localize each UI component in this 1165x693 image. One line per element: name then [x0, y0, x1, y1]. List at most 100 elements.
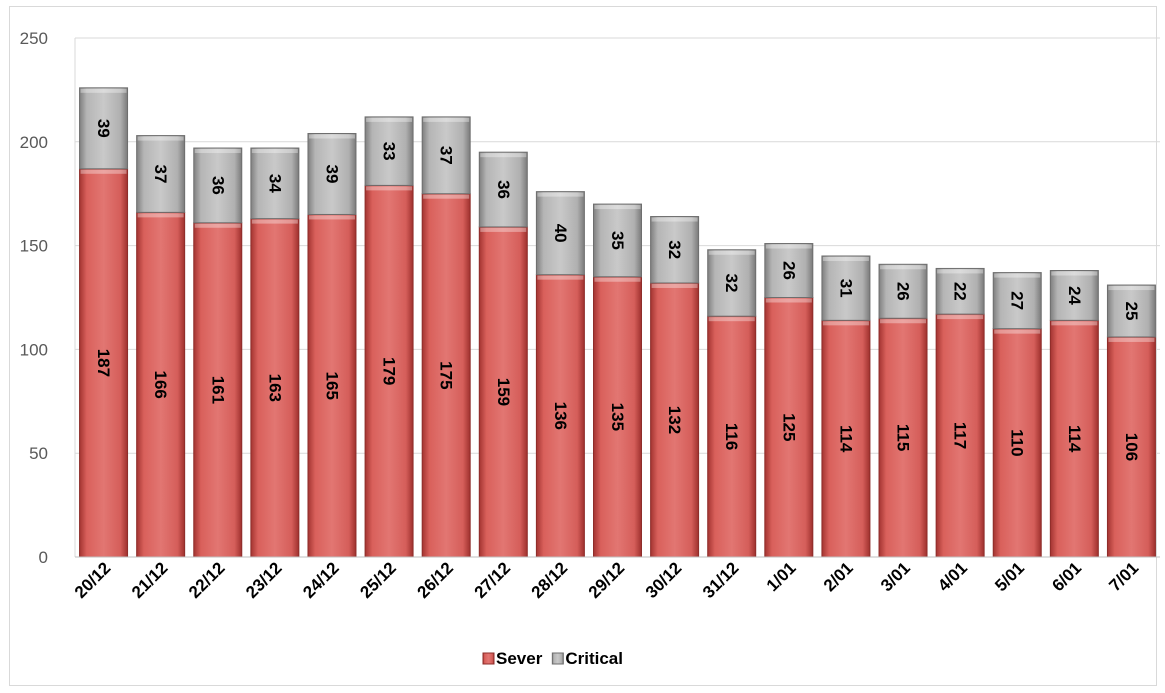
data-label: 136 [551, 402, 570, 430]
bar-bevel [366, 117, 413, 122]
bar-bevel [822, 321, 869, 326]
data-label: 37 [437, 146, 456, 165]
data-label: 26 [894, 282, 913, 301]
bar-critical [593, 203, 642, 278]
bar-critical [1106, 284, 1156, 338]
bar-sever [878, 317, 928, 558]
data-label: 25 [1122, 302, 1141, 321]
bar-bevel [480, 153, 527, 158]
bar-bevel [651, 217, 698, 222]
bar-critical [764, 243, 814, 299]
bar-bevel [308, 215, 355, 220]
data-label: 27 [1008, 291, 1027, 310]
bar-bevel [308, 134, 355, 139]
bar-bevel [423, 117, 470, 122]
data-labels: 187 39 166 37 161 36 163 34 165 39 179 33 175 37 159 36… [94, 119, 1141, 461]
data-label: 22 [951, 282, 970, 301]
bar-critical [935, 267, 985, 315]
x-tick-label: 27/12 [471, 558, 515, 602]
data-label: 166 [151, 371, 170, 399]
bar-bevel [708, 250, 755, 255]
data-label: 35 [608, 231, 627, 250]
bar-sever [650, 282, 700, 558]
bar-bevel [537, 192, 584, 197]
x-tick-label: 4/01 [934, 558, 971, 595]
bar-bevel [137, 213, 184, 218]
bar-critical [364, 116, 414, 186]
data-label: 125 [779, 413, 798, 441]
y-tick-label: 200 [20, 133, 48, 152]
bar-sever [707, 315, 757, 558]
bar-bevel [651, 283, 698, 288]
bar-bevel [880, 265, 927, 270]
data-label: 163 [265, 374, 284, 402]
data-label: 36 [208, 176, 227, 195]
bar-critical [307, 132, 357, 215]
bar-bevel [994, 273, 1041, 278]
data-label: 132 [665, 406, 684, 434]
y-tick-label: 250 [20, 29, 48, 48]
bar-sever [821, 319, 871, 558]
x-tick-label: 2/01 [820, 558, 857, 595]
bar-sever [535, 274, 585, 558]
bar-bevel [765, 244, 812, 249]
data-label: 114 [1065, 425, 1084, 453]
bar-bevel [480, 227, 527, 232]
y-tick-label: 0 [39, 548, 48, 567]
bar-bevel [80, 169, 127, 174]
x-tick-label: 7/01 [1105, 558, 1142, 595]
bar-sever [307, 213, 357, 558]
bar-bevel [994, 329, 1041, 334]
bar-bevel [1051, 271, 1098, 276]
data-label: 110 [1008, 429, 1027, 456]
bar-sever [1049, 319, 1099, 558]
bar-critical [193, 147, 243, 224]
bar-critical [535, 191, 585, 276]
data-label: 114 [836, 425, 855, 453]
y-tick-label: 50 [29, 444, 48, 463]
x-tick-label: 29/12 [585, 558, 629, 602]
bar-bevel [194, 149, 241, 154]
legend-label-sever: Sever [496, 649, 543, 668]
x-tick-label: 31/12 [699, 558, 743, 602]
bar-bevel [194, 223, 241, 228]
data-label: 115 [894, 424, 913, 451]
bar-sever [478, 226, 528, 558]
y-tick-label: 150 [20, 237, 48, 256]
data-label: 161 [208, 376, 227, 404]
bar-bevel [1108, 286, 1155, 291]
x-tick-label: 30/12 [642, 558, 686, 602]
x-tick-label: 23/12 [242, 558, 286, 602]
bar-critical [992, 272, 1042, 330]
data-label: 165 [322, 372, 341, 400]
bar-critical [1049, 270, 1099, 321]
data-label: 40 [551, 224, 570, 243]
data-label: 116 [722, 423, 741, 450]
bar-critical [707, 249, 757, 317]
data-label: 187 [94, 349, 113, 377]
bar-critical [478, 151, 528, 228]
data-label: 37 [151, 165, 170, 184]
data-label: 135 [608, 403, 627, 431]
bar-bevel [1051, 321, 1098, 326]
x-tick-label: 25/12 [356, 558, 400, 602]
bar-bevel [537, 275, 584, 280]
data-label: 34 [265, 174, 284, 193]
data-label: 32 [722, 274, 741, 293]
x-tick-label: 21/12 [128, 558, 172, 602]
bar-sever [593, 276, 642, 558]
bar-bevel [765, 298, 812, 303]
x-tick-label: 20/12 [71, 558, 115, 602]
x-tick-label: 28/12 [528, 558, 572, 602]
bar-critical [421, 116, 471, 195]
bar-bevel [594, 277, 641, 282]
bar-bevel [251, 219, 298, 224]
data-label: 24 [1065, 286, 1084, 305]
legend-swatch-critical [551, 652, 564, 665]
bar-critical [136, 135, 186, 213]
bar-bevel [880, 319, 927, 324]
legend-label-critical: Critical [565, 649, 623, 668]
bar-bevel [251, 149, 298, 154]
bar-sever [935, 313, 985, 558]
